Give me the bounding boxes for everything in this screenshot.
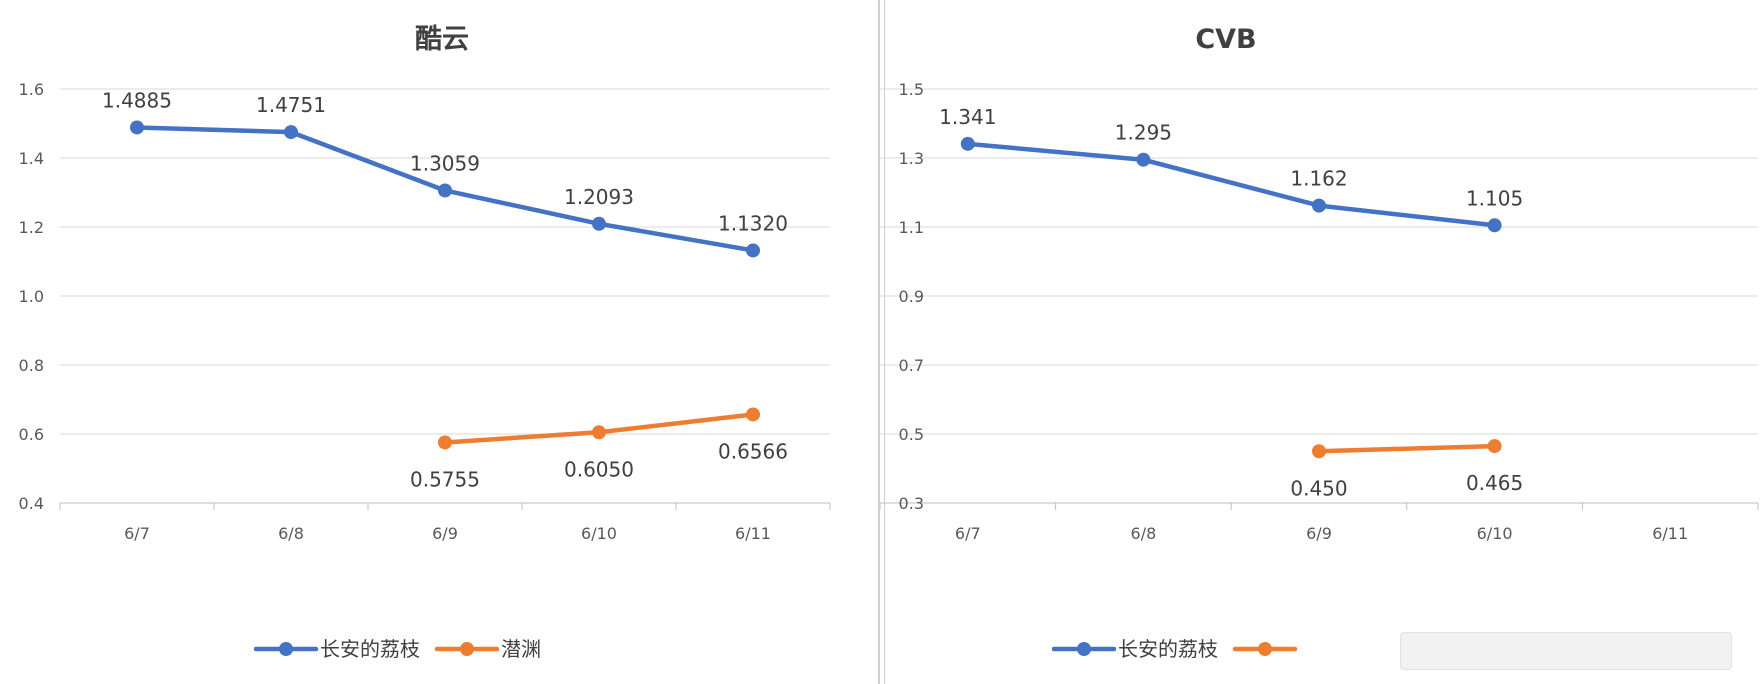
- legend-marker: [1258, 642, 1272, 656]
- legend-entry: 长安的荔枝: [320, 637, 420, 661]
- x-tick-label: 6/11: [1652, 524, 1688, 543]
- data-point: [438, 435, 452, 450]
- y-tick-label: 0.4: [19, 494, 44, 513]
- x-tick-label: 6/10: [581, 524, 617, 543]
- data-label: 1.4885: [102, 88, 172, 112]
- series-line: [1316, 443, 1497, 454]
- x-tick-label: 6/9: [1306, 524, 1332, 543]
- data-point: [746, 243, 760, 258]
- y-tick-label: 0.9: [899, 287, 924, 306]
- y-tick-label: 1.6: [19, 80, 44, 99]
- legend-marker: [460, 642, 474, 656]
- x-tick-label: 6/9: [432, 524, 458, 543]
- data-point: [1312, 444, 1326, 459]
- chart-title: CVB: [1195, 24, 1256, 55]
- y-tick-label: 1.4: [19, 149, 44, 168]
- data-point: [130, 120, 144, 135]
- data-point: [1487, 218, 1502, 233]
- data-label: 1.1320: [718, 211, 788, 235]
- data-point: [960, 136, 975, 151]
- legend-entry: 长安的荔枝: [1118, 637, 1218, 661]
- watermark-overlay: [1400, 632, 1732, 670]
- data-point: [1136, 152, 1151, 167]
- y-tick-label: 0.6: [19, 425, 44, 444]
- x-tick-label: 6/10: [1477, 524, 1513, 543]
- data-label: 0.6050: [564, 457, 634, 481]
- y-tick-label: 1.0: [19, 287, 44, 306]
- data-point: [592, 425, 606, 440]
- chart-title: 酷云: [415, 24, 469, 55]
- data-label: 0.6566: [718, 439, 788, 463]
- x-tick-label: 6/8: [1131, 524, 1157, 543]
- y-tick-label: 0.7: [899, 356, 924, 375]
- data-point: [1312, 198, 1326, 213]
- legend-entry: 潜渊: [501, 637, 541, 661]
- chart-kuyun: 酷云 0.4 0.6 0.8 1.0 1.2 1.4 1.6 6/7 6/8 6/9 6/10 6/11…: [19, 24, 831, 661]
- data-label: 0.450: [1290, 476, 1347, 500]
- data-label: 1.295: [1115, 121, 1172, 145]
- panel-divider: [884, 0, 885, 684]
- data-label: 1.162: [1290, 167, 1347, 191]
- y-tick-label: 0.3: [899, 494, 924, 513]
- x-tick-label: 6/8: [278, 524, 304, 543]
- data-label: 1.4751: [256, 93, 326, 117]
- legend-marker: [1077, 642, 1091, 656]
- data-point: [746, 407, 760, 422]
- y-tick-label: 0.5: [899, 425, 924, 444]
- data-point: [592, 216, 606, 231]
- data-point: [284, 125, 298, 140]
- series-line: [965, 141, 1497, 228]
- data-label: 1.341: [939, 105, 996, 129]
- y-tick-label: 1.3: [899, 149, 924, 168]
- data-label: 0.465: [1466, 471, 1523, 495]
- legend-marker: [279, 642, 293, 656]
- y-tick-label: 0.8: [19, 356, 44, 375]
- x-tick-label: 6/7: [124, 524, 150, 543]
- chart-cvb: CVB 0.3 0.5 0.7 0.9 1.1 1.3 1.5 6/7 6/8 6/9 6/10 6/1…: [880, 24, 1759, 661]
- panel-divider: [878, 0, 880, 684]
- y-tick-label: 1.2: [19, 218, 44, 237]
- y-tick-label: 1.5: [899, 80, 924, 99]
- data-label: 0.5755: [410, 467, 480, 491]
- data-label: 1.105: [1466, 186, 1523, 210]
- data-label: 1.2093: [564, 185, 634, 209]
- data-point: [1487, 439, 1502, 454]
- data-label: 1.3059: [410, 151, 480, 175]
- x-tick-label: 6/7: [955, 524, 981, 543]
- x-tick-label: 6/11: [735, 524, 771, 543]
- data-point: [438, 183, 452, 198]
- y-tick-label: 1.1: [899, 218, 924, 237]
